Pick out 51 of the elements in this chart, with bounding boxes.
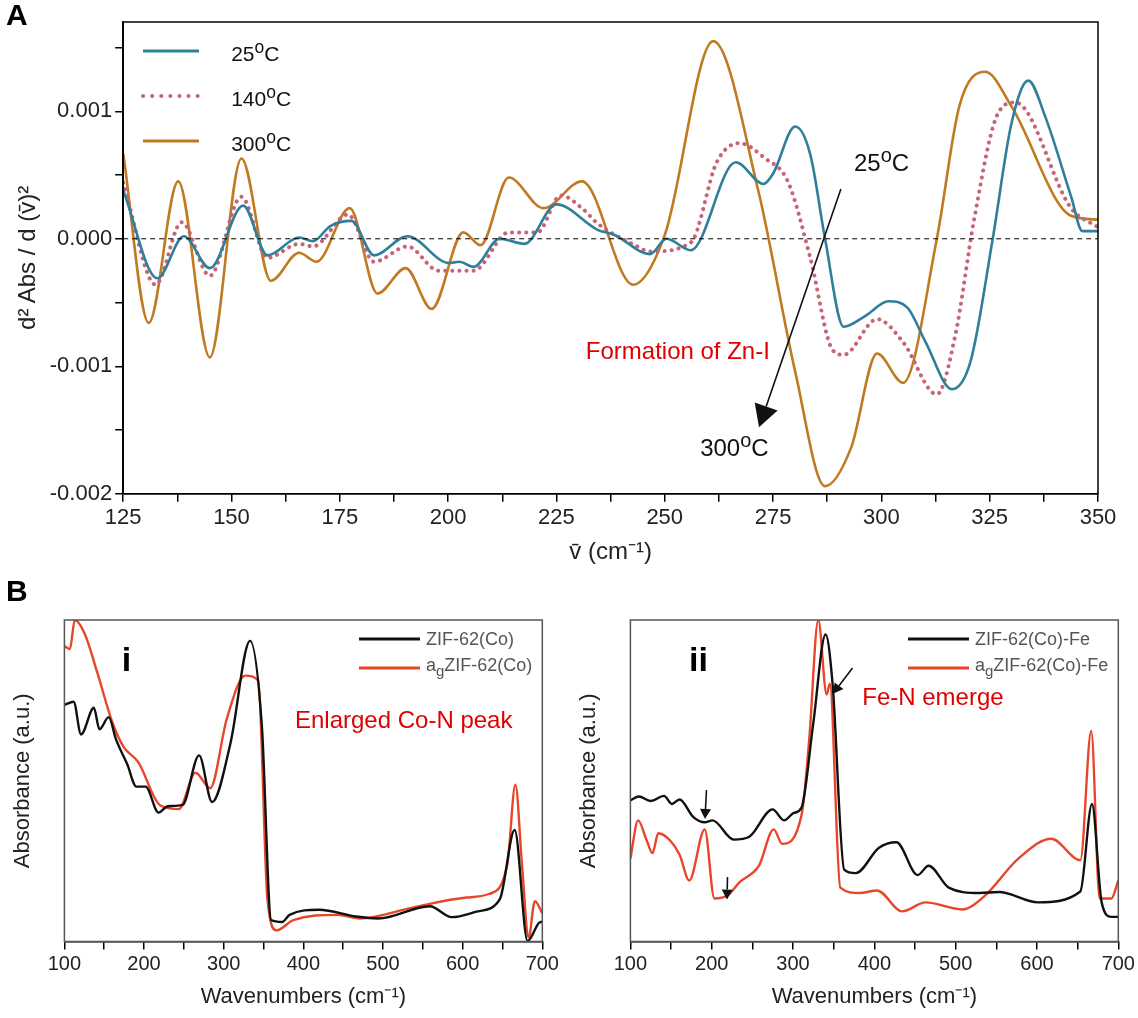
annotation: Fe-N emerge xyxy=(862,683,1004,712)
x-tick-label: 100 xyxy=(47,952,82,975)
y-axis-title: Absorbance (a.u.) xyxy=(575,693,601,869)
x-tick-label: 125 xyxy=(104,504,142,530)
x-tick-label: 200 xyxy=(127,952,161,975)
legend-label: 25$^{o}$C xyxy=(231,36,280,67)
x-tick-label: 500 xyxy=(366,952,400,975)
annotation: Formation of Zn-I xyxy=(585,336,770,365)
x-tick-label: 250 xyxy=(646,504,684,530)
line-series xyxy=(123,39,1098,488)
legend-label: ZIF-62(Co)-Fe xyxy=(974,628,1090,651)
x-axis-title: Wavenumbers (cm⁻¹) xyxy=(771,982,978,1008)
text: i xyxy=(121,640,132,679)
x-tick-label: 300 xyxy=(863,504,900,530)
x-tick-label: 700 xyxy=(1101,952,1135,975)
legend-label: 140$^{o}$C xyxy=(231,81,292,112)
annotation: 25$^{o}$C xyxy=(853,143,910,177)
text: ii xyxy=(688,640,708,679)
x-tick-label: 200 xyxy=(429,504,467,530)
x-tick-label: 100 xyxy=(613,952,648,975)
x-tick-label: 350 xyxy=(1079,504,1117,530)
x-axis-title: v̄ (cm⁻¹) xyxy=(569,537,652,565)
legend-label: ZIF-62(Co) xyxy=(425,628,514,651)
legend-label: a$_{g}$ZIF-62(Co)-Fe xyxy=(974,654,1109,681)
annotation: 300$^{o}$C xyxy=(700,428,769,462)
chart-title: B xyxy=(6,574,28,608)
chart-title: A xyxy=(6,0,28,32)
x-tick-label: 700 xyxy=(525,952,559,975)
x-axis-title: Wavenumbers (cm⁻¹) xyxy=(200,982,407,1008)
annotation: Enlarged Co-N peak xyxy=(294,705,513,734)
y-tick-label: 0.000 xyxy=(57,224,113,250)
x-tick-label: 325 xyxy=(971,504,1009,530)
legend-label: 300$^{o}$C xyxy=(231,126,292,157)
y-tick-label: 0.001 xyxy=(57,97,113,123)
x-tick-label: 400 xyxy=(286,952,321,975)
x-tick-label: 150 xyxy=(213,504,250,530)
x-tick-label: 500 xyxy=(938,952,973,975)
y-tick-label: -0.002 xyxy=(49,479,113,505)
x-tick-label: 300 xyxy=(207,952,241,975)
x-tick-label: 400 xyxy=(857,952,892,975)
x-tick-label: 275 xyxy=(754,504,792,530)
x-tick-label: 175 xyxy=(321,504,359,530)
x-tick-label: 300 xyxy=(776,952,810,975)
y-axis-title: Absorbance (a.u.) xyxy=(9,693,35,869)
legend-label: a$_{g}$ZIF-62(Co) xyxy=(425,654,533,681)
y-axis-title: d² Abs / d (v̄)² xyxy=(13,185,41,330)
x-tick-label: 600 xyxy=(1020,952,1054,975)
y-tick-label: -0.001 xyxy=(49,352,113,378)
x-tick-label: 600 xyxy=(445,952,480,975)
x-tick-label: 200 xyxy=(695,952,729,975)
x-tick-label: 225 xyxy=(538,504,575,530)
